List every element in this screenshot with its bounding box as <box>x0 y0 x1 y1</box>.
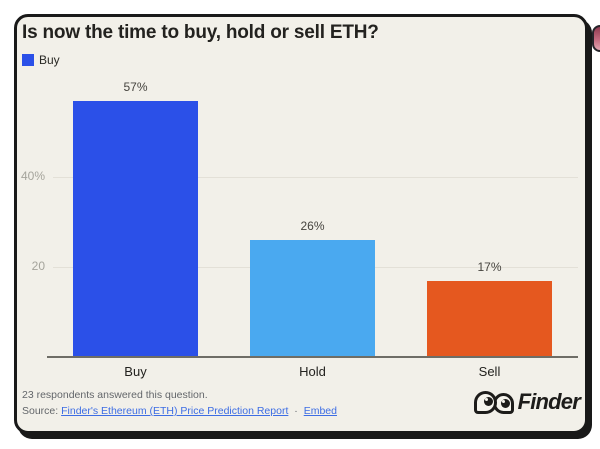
link-separator: · <box>294 405 298 417</box>
bar-value-label-sell: 17% <box>477 259 502 274</box>
bar-sell[interactable] <box>427 280 552 357</box>
legend-swatch <box>22 54 34 66</box>
legend-label: Buy <box>39 53 60 67</box>
finder-eyes-icon <box>473 390 514 414</box>
respondents-text: 23 respondents answered this question. <box>22 389 208 401</box>
x-axis-label-hold: Hold <box>299 364 326 379</box>
chart-title: Is now the time to buy, hold or sell ETH… <box>22 22 379 43</box>
y-axis-tick-20: 20 <box>31 259 45 274</box>
bar-value-label-buy: 57% <box>123 79 148 94</box>
x-axis-label-buy: Buy <box>124 364 147 379</box>
bar-value-label-hold: 26% <box>300 219 325 234</box>
finder-left-eye-icon <box>473 391 497 414</box>
gridline-40 <box>53 176 578 178</box>
legend-item-buy[interactable]: Buy <box>22 53 60 67</box>
chart-card: Is now the time to buy, hold or sell ETH… <box>14 14 588 434</box>
finder-logo: Finder <box>473 389 581 415</box>
finder-logo-text: Finder <box>517 389 581 414</box>
bar-buy[interactable] <box>73 100 198 357</box>
y-axis-tick-40: 40% <box>20 169 45 184</box>
x-axis-line <box>47 356 578 358</box>
bar-hold[interactable] <box>250 240 375 357</box>
plot-area: 57% 26% 17% <box>47 79 578 357</box>
edge-peek-element <box>592 25 600 52</box>
embed-link[interactable]: Embed <box>303 405 337 417</box>
source-label: Source: <box>22 405 59 417</box>
source-report-link[interactable]: Finder's Ethereum (ETH) Price Prediction… <box>61 405 289 417</box>
source-line: Source: Finder's Ethereum (ETH) Price Pr… <box>22 405 337 417</box>
x-axis-label-sell: Sell <box>478 364 501 379</box>
